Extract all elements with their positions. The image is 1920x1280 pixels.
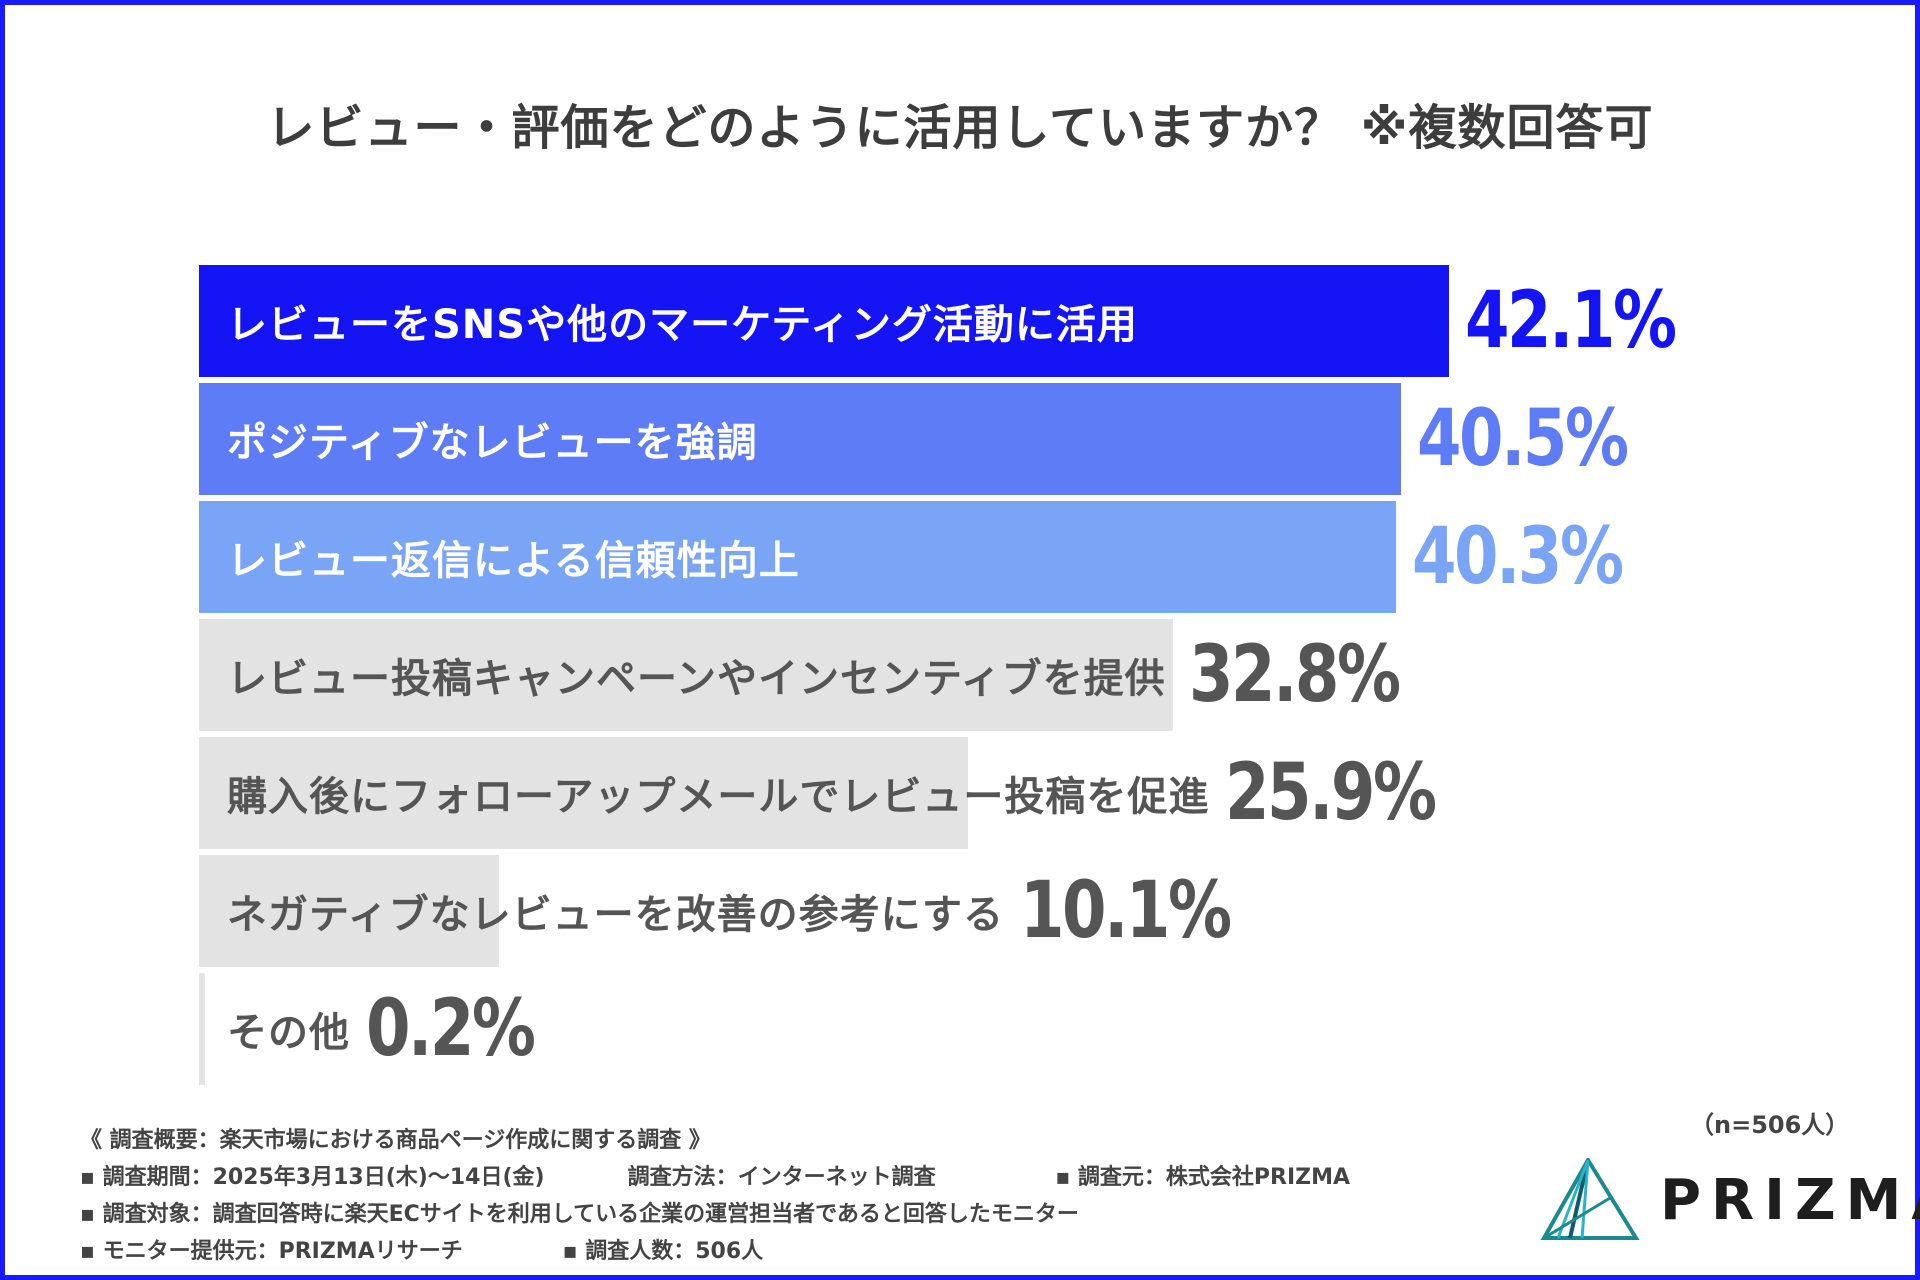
bar-value-label: 40.3% [1411, 512, 1624, 602]
bar [199, 501, 1396, 613]
monitor-provider: ▪ モニター提供元：PRIZMAリサーチ [80, 1239, 463, 1264]
prizma-logo-text: PRIZMA [1660, 1168, 1920, 1233]
bar-category-label: レビュー投稿キャンペーンやインセンティブを提供 [227, 656, 1166, 702]
sample-size: （n=506人） [1690, 1111, 1850, 1139]
bar-value-label: 42.1% [1465, 276, 1677, 366]
survey-period: ▪ 調査期間：2025年3月13日(木)〜14日(金) [80, 1165, 545, 1190]
bar-category-label: その他 [227, 1010, 350, 1056]
bar-value-label: 25.9% [1225, 748, 1437, 838]
bar [199, 973, 205, 1085]
bar [199, 855, 499, 967]
respondent-count: ▪ 調査人数：506人 [562, 1239, 764, 1264]
chart-title: レビュー・評価をどのように活用していますか？ ※複数回答可 [266, 100, 1654, 156]
bar-category-label: ネガティブなレビューを改善の参考にする [227, 892, 1004, 938]
bar-category-label: レビュー返信による信頼性向上 [227, 538, 800, 584]
bar-category-label: 購入後にフォローアップメールでレビュー投稿を促進 [227, 774, 1210, 820]
bar-value-label: 40.5% [1417, 394, 1629, 484]
bar-category-label: レビューをSNSや他のマーケティング活動に活用 [227, 302, 1138, 348]
bar-value-label: 32.8% [1188, 630, 1401, 720]
bar [199, 619, 1173, 731]
prizma-logo: PRIZMA [1540, 1156, 1920, 1242]
bar [199, 737, 968, 849]
bar-value-label: 0.2% [366, 984, 536, 1074]
survey-source: ▪ 調査元：株式会社PRIZMA [1055, 1165, 1351, 1190]
bar-value-label: 10.1% [1020, 866, 1232, 956]
survey-overview: 《 調査概要：楽天市場における商品ページ作成に関する調査 》 [80, 1128, 711, 1153]
survey-meta-row: ▪ 調査期間：2025年3月13日(木)〜14日(金) 調査方法：インターネット… [80, 1159, 1350, 1191]
bar [199, 383, 1402, 495]
survey-target: ▪ 調査対象：調査回答時に楽天ECサイトを利用している企業の運営担当者であると回… [80, 1202, 1079, 1227]
prizma-logo-icon [1540, 1156, 1640, 1240]
survey-method: 調査方法：インターネット調査 [627, 1165, 936, 1190]
survey-provider-row: ▪ モニター提供元：PRIZMAリサーチ ▪ 調査人数：506人 [80, 1233, 763, 1265]
bar [199, 265, 1449, 377]
bar-category-label: ポジティブなレビューを強調 [227, 420, 758, 466]
